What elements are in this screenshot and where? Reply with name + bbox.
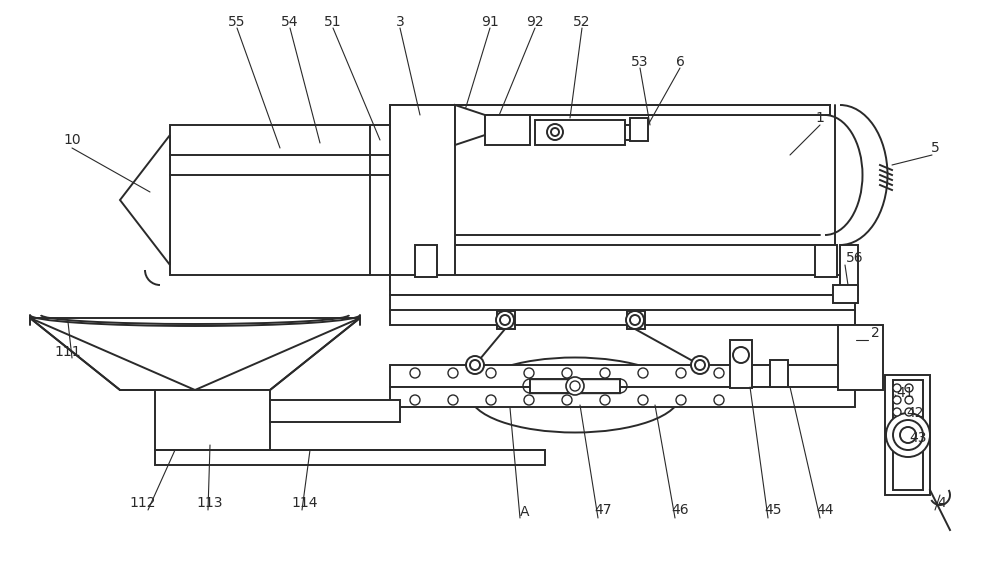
Circle shape: [410, 368, 420, 378]
Circle shape: [500, 315, 510, 325]
Circle shape: [900, 427, 916, 443]
Polygon shape: [30, 318, 360, 390]
Polygon shape: [120, 135, 170, 265]
Circle shape: [886, 413, 930, 457]
Bar: [390, 105, 830, 115]
Bar: [770, 360, 788, 387]
Circle shape: [448, 395, 458, 405]
Bar: [485, 115, 530, 145]
Circle shape: [496, 311, 514, 329]
Circle shape: [466, 356, 484, 374]
Text: 92: 92: [526, 15, 544, 29]
Bar: [630, 118, 648, 141]
Bar: [838, 325, 883, 390]
Circle shape: [448, 368, 458, 378]
Bar: [627, 311, 645, 329]
Circle shape: [524, 395, 534, 405]
Ellipse shape: [470, 358, 680, 432]
Text: 112: 112: [130, 496, 156, 510]
Bar: [155, 390, 270, 450]
Circle shape: [893, 396, 901, 404]
Circle shape: [893, 420, 923, 450]
Circle shape: [600, 395, 610, 405]
Bar: [390, 310, 855, 325]
Text: 111: 111: [55, 345, 81, 359]
Bar: [893, 380, 923, 490]
Text: 91: 91: [481, 15, 499, 29]
Circle shape: [714, 368, 724, 378]
Text: 52: 52: [573, 15, 591, 29]
Bar: [155, 450, 545, 465]
Bar: [390, 387, 855, 407]
Text: 45: 45: [764, 503, 782, 517]
Circle shape: [410, 395, 420, 405]
Circle shape: [486, 395, 496, 405]
Circle shape: [676, 368, 686, 378]
Text: 5: 5: [931, 141, 939, 155]
Circle shape: [905, 408, 913, 416]
Text: 51: 51: [324, 15, 342, 29]
Circle shape: [470, 360, 480, 370]
Text: 55: 55: [228, 15, 246, 29]
Polygon shape: [455, 105, 485, 145]
Text: 3: 3: [396, 15, 404, 29]
Text: A: A: [520, 505, 530, 519]
Circle shape: [905, 396, 913, 404]
Text: 43: 43: [909, 431, 927, 445]
Bar: [270, 400, 400, 422]
Bar: [390, 275, 855, 295]
Circle shape: [562, 395, 572, 405]
Text: 44: 44: [816, 503, 834, 517]
Circle shape: [600, 368, 610, 378]
Circle shape: [562, 368, 572, 378]
Text: 1: 1: [816, 111, 824, 125]
Bar: [415, 245, 437, 277]
Text: 113: 113: [197, 496, 223, 510]
Circle shape: [566, 377, 584, 395]
Circle shape: [905, 384, 913, 392]
Bar: [833, 285, 858, 303]
Bar: [535, 120, 625, 145]
Bar: [730, 340, 752, 388]
Circle shape: [893, 408, 901, 416]
Bar: [840, 245, 858, 295]
Text: 41: 41: [896, 386, 914, 400]
Bar: [497, 311, 515, 329]
Text: 46: 46: [671, 503, 689, 517]
Bar: [815, 245, 837, 277]
Circle shape: [893, 384, 901, 392]
Circle shape: [524, 368, 534, 378]
Text: 6: 6: [676, 55, 684, 69]
Bar: [390, 365, 855, 387]
Circle shape: [714, 395, 724, 405]
Text: 114: 114: [292, 496, 318, 510]
Text: 10: 10: [63, 133, 81, 147]
Circle shape: [691, 356, 709, 374]
Circle shape: [733, 347, 749, 363]
Circle shape: [630, 315, 640, 325]
Circle shape: [570, 381, 580, 391]
Circle shape: [638, 395, 648, 405]
Text: 47: 47: [594, 503, 612, 517]
Bar: [530, 379, 620, 393]
Circle shape: [486, 368, 496, 378]
Bar: [885, 375, 930, 495]
Bar: [390, 295, 855, 313]
Text: 2: 2: [871, 326, 879, 340]
Text: 4: 4: [938, 496, 946, 510]
Bar: [390, 105, 455, 290]
Circle shape: [551, 128, 559, 136]
Text: 54: 54: [281, 15, 299, 29]
Circle shape: [547, 124, 563, 140]
Circle shape: [695, 360, 705, 370]
Text: 42: 42: [906, 406, 924, 420]
Circle shape: [638, 368, 648, 378]
Circle shape: [676, 395, 686, 405]
Circle shape: [626, 311, 644, 329]
Bar: [170, 125, 390, 275]
Text: 53: 53: [631, 55, 649, 69]
Text: 56: 56: [846, 251, 864, 265]
